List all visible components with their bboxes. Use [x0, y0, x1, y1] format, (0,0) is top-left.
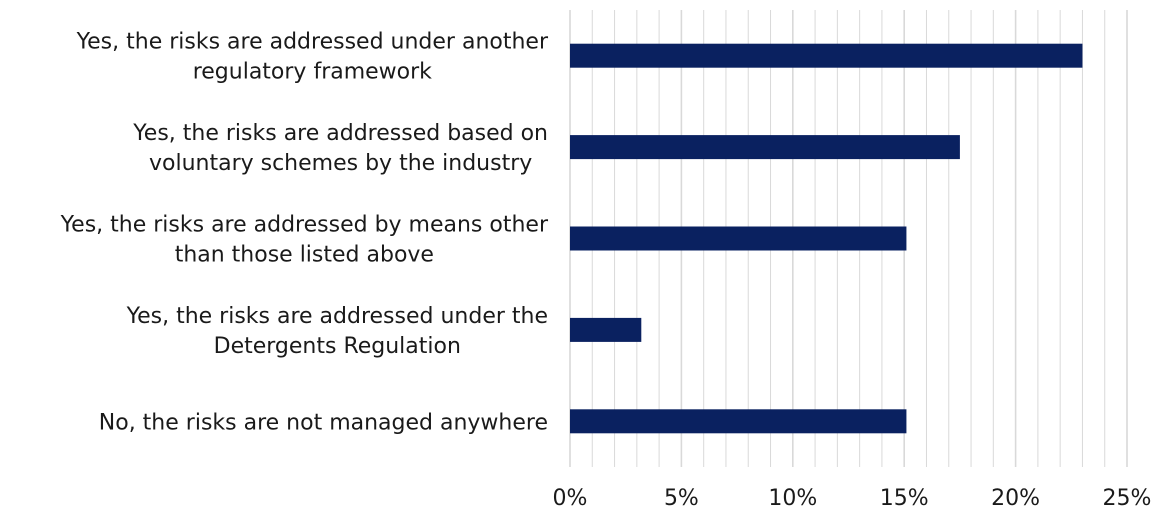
bar-2: [570, 135, 960, 160]
category-label-2: Yes, the risks are addressed based on vol…: [132, 121, 548, 176]
category-label-1: Yes, the risks are addressed under anoth…: [76, 30, 549, 85]
x-tick-label: 10%: [768, 486, 817, 511]
x-axis-tick-labels: 0% 5% 10% 15% 20% 25%: [553, 486, 1152, 511]
category-label-3: Yes, the risks are addressed by means ot…: [60, 213, 549, 268]
category-label-5: No, the risks are not managed anywhere: [99, 410, 548, 435]
x-tick-label: 25%: [1103, 486, 1152, 511]
x-tick-label: 15%: [880, 486, 929, 511]
x-tick-label: 5%: [664, 486, 699, 511]
bar-1: [570, 43, 1083, 68]
category-label-4: Yes, the risks are addressed under the De…: [126, 304, 548, 359]
bars: [570, 43, 1083, 434]
x-tick-label: 20%: [991, 486, 1040, 511]
bar-3: [570, 226, 907, 251]
bar-4: [570, 317, 642, 342]
x-tick-label: 0%: [553, 486, 588, 511]
category-labels: Yes, the risks are addressed under anoth…: [60, 30, 549, 436]
bar-5: [570, 409, 907, 434]
